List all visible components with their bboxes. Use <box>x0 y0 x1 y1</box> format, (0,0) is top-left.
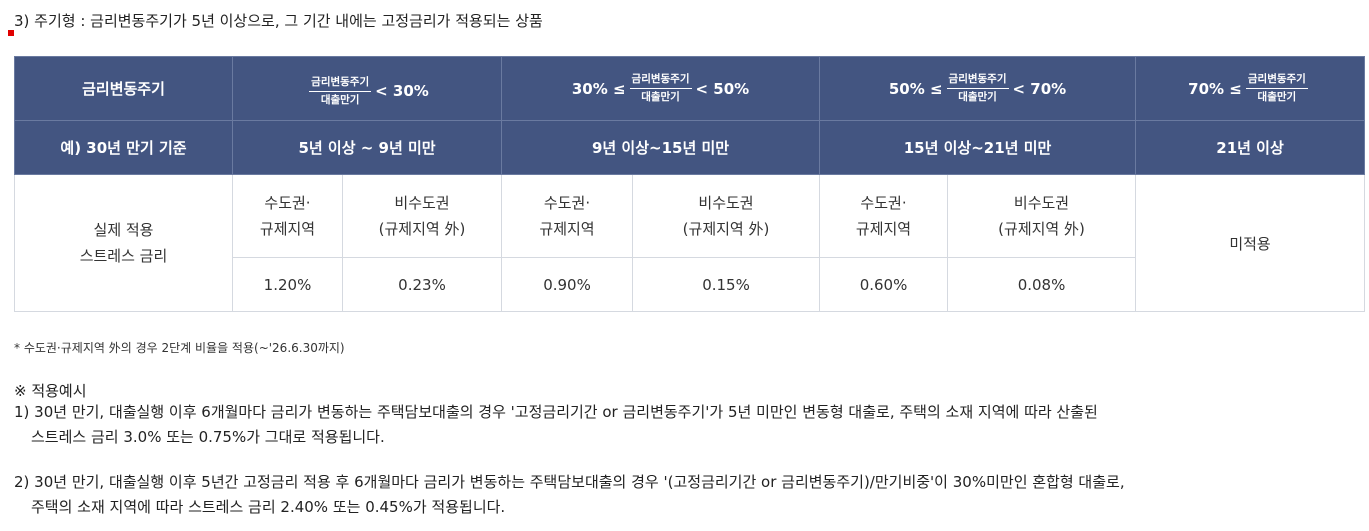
region-metro: 수도권· 규제지역 <box>232 174 343 258</box>
ratio-fraction: 금리변동주기 대출만기 <box>946 73 1009 103</box>
ratio-fraction: 금리변동주기 대출만기 <box>629 73 692 103</box>
rate-value: 0.90% <box>501 257 634 312</box>
ratio-fraction: 금리변동주기 대출만기 <box>309 75 372 106</box>
header-ratio-70-plus: 70% ≤ 금리변동주기 대출만기 <box>1135 56 1366 121</box>
header-ratio-30-50: 30% ≤ 금리변동주기 대출만기 < 50% <box>501 56 821 121</box>
not-applied-cell: 미적용 <box>1135 174 1366 312</box>
region-non-metro: 비수도권 (규제지역 外) <box>341 174 503 258</box>
rate-value: 1.20% <box>232 257 343 312</box>
ratio-fraction: 금리변동주기 대출만기 <box>1245 73 1308 103</box>
stress-rate-table: 금리변동주기 금리변동주기 대출만기 < 30% 30% ≤ 금리변동주기 대출… <box>14 56 1366 312</box>
header-period-2: 9년 이상~15년 미만 <box>501 120 821 175</box>
example-1: 1) 30년 만기, 대출실행 이후 6개월마다 금리가 변동하는 주택담보대출… <box>14 403 1098 446</box>
footnote: * 수도권·규제지역 外의 경우 2단계 비율을 적용(~'26.6.30까지) <box>14 341 345 355</box>
rate-value: 0.23% <box>341 257 503 312</box>
rate-value: 0.08% <box>947 257 1137 312</box>
header-ratio-under-30: 금리변동주기 대출만기 < 30% <box>231 56 503 121</box>
header-ratio-50-70: 50% ≤ 금리변동주기 대출만기 < 70% <box>819 56 1137 121</box>
header-period-1: 5년 이상 ~ 9년 미만 <box>231 120 503 175</box>
row-label-stress-rate: 실제 적용 스트레스 금리 <box>14 174 233 312</box>
header-period-4: 21년 이상 <box>1135 120 1366 175</box>
header-label-example: 예) 30년 만기 기준 <box>14 120 233 175</box>
table-row-values: 1.20% 0.23% 0.90% 0.15% 0.60% 0.08% <box>15 257 1365 312</box>
region-metro: 수도권· 규제지역 <box>819 174 949 258</box>
header-period-3: 15년 이상~21년 미만 <box>819 120 1137 175</box>
table-header-row-1: 금리변동주기 금리변동주기 대출만기 < 30% 30% ≤ 금리변동주기 대출… <box>14 56 1366 121</box>
region-non-metro: 비수도권 (규제지역 外) <box>632 174 821 258</box>
rate-value: 0.15% <box>632 257 821 312</box>
table-header-row-2: 예) 30년 만기 기준 5년 이상 ~ 9년 미만 9년 이상~15년 미만 … <box>14 120 1366 175</box>
examples-title: ※ 적용예시 <box>14 382 87 400</box>
region-non-metro: 비수도권 (규제지역 外) <box>947 174 1137 258</box>
region-metro: 수도권· 규제지역 <box>501 174 634 258</box>
red-marker <box>8 30 14 36</box>
rate-value: 0.60% <box>819 257 949 312</box>
example-2: 2) 30년 만기, 대출실행 이후 5년간 고정금리 적용 후 6개월마다 금… <box>14 473 1125 516</box>
section-heading: 3) 주기형 : 금리변동주기가 5년 이상으로, 그 기간 내에는 고정금리가… <box>14 12 543 30</box>
table-row-regions: 실제 적용 스트레스 금리 수도권· 규제지역 비수도권 (규제지역 外) 수도… <box>14 174 1366 312</box>
header-label-cycle: 금리변동주기 <box>14 56 233 121</box>
